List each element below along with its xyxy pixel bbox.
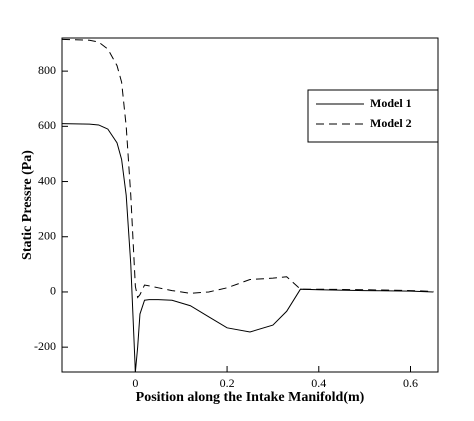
- x-axis-label: Position along the Intake Manifold(m): [136, 390, 365, 405]
- y-tick-label: 600: [38, 118, 56, 132]
- x-tick-label: 0.6: [403, 376, 418, 390]
- line-series: [61, 123, 434, 373]
- legend-label: Model 2: [370, 116, 412, 130]
- y-tick-label: 800: [38, 63, 56, 77]
- y-tick-label: 400: [38, 173, 56, 187]
- y-tick-label: -200: [34, 339, 56, 353]
- line-series: [61, 38, 434, 299]
- legend-box: [307, 89, 439, 143]
- y-axis-label: Static Pressre (Pa): [20, 150, 35, 260]
- x-tick-label: 0.4: [311, 376, 326, 390]
- y-tick-label: 0: [50, 284, 56, 298]
- legend-label: Model 1: [370, 96, 412, 110]
- x-tick-label: 0: [132, 376, 138, 390]
- y-tick-label: 200: [38, 228, 56, 242]
- plot-frame: [61, 37, 439, 373]
- x-tick-label: 0.2: [220, 376, 235, 390]
